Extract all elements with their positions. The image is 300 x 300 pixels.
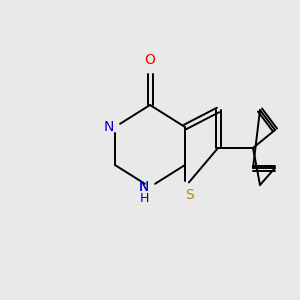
Text: S: S [184, 188, 194, 202]
Text: O: O [145, 53, 155, 67]
Text: N: N [139, 180, 149, 194]
Text: H: H [139, 193, 149, 206]
Text: N: N [139, 180, 149, 194]
Text: N: N [104, 120, 114, 134]
